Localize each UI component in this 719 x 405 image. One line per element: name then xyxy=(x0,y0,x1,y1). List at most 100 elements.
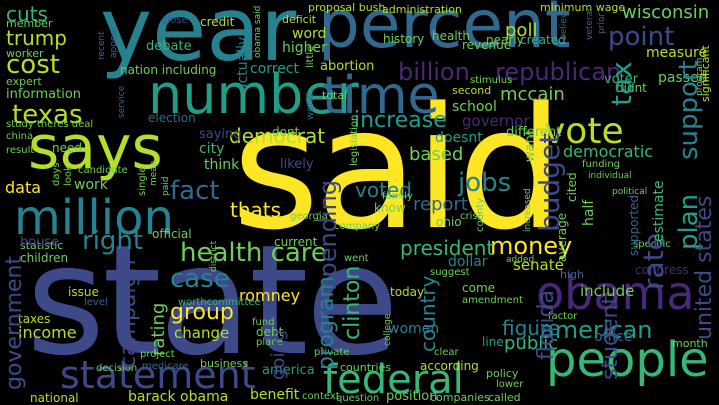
word-place: place xyxy=(256,337,283,348)
word-obama-said: obama said xyxy=(253,5,263,58)
word-look: look xyxy=(63,165,74,186)
word-college: college xyxy=(383,313,393,346)
word-voter: voter xyxy=(604,72,639,87)
word-issue: issue xyxy=(68,285,99,299)
word-worthcommittee: worthcommittee xyxy=(178,297,261,308)
word-billion: billion xyxy=(398,58,470,86)
word-saying: saying xyxy=(199,127,242,142)
word-poll: poll xyxy=(505,20,538,41)
word-figure: figure xyxy=(502,316,561,340)
word-medicare: medicare xyxy=(142,361,189,372)
word-public: public xyxy=(504,333,559,354)
word-dollar: dollar xyxy=(448,254,488,270)
word-election: election xyxy=(148,111,196,125)
word-children: children xyxy=(20,251,69,265)
word-average: average xyxy=(555,212,569,262)
word-president: president xyxy=(400,236,495,260)
word-district: district xyxy=(209,240,219,272)
word-supported: supported xyxy=(627,194,641,256)
word-added: added xyxy=(506,255,535,265)
word-vote: vote xyxy=(544,111,624,152)
word-rating: rating xyxy=(148,302,169,356)
word-money: money xyxy=(490,232,573,260)
word-created: created xyxy=(520,33,566,47)
word-benefit: benefit xyxy=(250,387,300,403)
word-house: house xyxy=(20,235,60,250)
word-statistic: statistic xyxy=(20,239,64,252)
word-second: second xyxy=(452,84,492,97)
word-today: today xyxy=(390,285,425,299)
word-private: private xyxy=(314,347,350,358)
word-service: service xyxy=(117,85,127,118)
word-debate: debate xyxy=(146,39,192,54)
word-company: company xyxy=(334,221,381,232)
word-program-small: program xyxy=(695,57,705,96)
word-different: different xyxy=(506,125,562,140)
word-going: going xyxy=(268,329,289,380)
word-cited: cited xyxy=(565,172,579,202)
word-mean: mean xyxy=(149,160,159,186)
word-know: know xyxy=(374,201,406,215)
word-statement: statement xyxy=(60,353,256,397)
word-government: government xyxy=(2,255,27,390)
word-result: result xyxy=(6,145,35,156)
word-nation-including: nation including xyxy=(120,63,217,77)
word-legislation: legislation xyxy=(349,114,360,166)
word-official: official xyxy=(152,227,192,241)
word-federal: federal xyxy=(323,357,464,403)
word-percent: percent xyxy=(318,0,571,63)
word-school: school xyxy=(452,99,497,115)
word-income: income xyxy=(18,323,77,342)
word-appear: appear xyxy=(109,26,119,58)
word-political: political xyxy=(612,187,648,197)
word-american: american xyxy=(540,316,653,344)
word-amendment: amendment xyxy=(462,295,523,306)
word-china: china xyxy=(6,131,34,142)
word-stimulus: stimulus xyxy=(470,75,513,86)
word-cuts: cuts xyxy=(6,2,48,26)
word-level: level xyxy=(84,297,108,308)
word-factor: factor xyxy=(548,311,578,322)
word-fact: fact xyxy=(170,176,220,206)
word-prior: prior xyxy=(597,12,607,34)
word-likely: likely xyxy=(280,157,314,172)
word-florida: florida xyxy=(534,290,559,360)
word-line: line xyxy=(482,335,504,349)
word-health: health xyxy=(432,29,470,43)
word-higher: higher xyxy=(282,40,327,56)
word-estimate: estimate xyxy=(651,180,667,242)
word-single: single xyxy=(137,166,148,196)
word-cost: cost xyxy=(6,50,60,80)
word-little: little xyxy=(305,45,316,68)
word-increased: increased xyxy=(523,188,533,232)
word-paid: paid xyxy=(161,176,171,196)
word-city: city xyxy=(199,141,225,157)
word-clinton: clinton xyxy=(340,265,365,340)
word-come: come xyxy=(462,281,496,295)
word-mccain: mccain xyxy=(500,84,565,105)
word-called: called xyxy=(488,391,521,404)
word-went: went xyxy=(344,253,369,264)
word-dont: dont xyxy=(272,125,300,139)
word-close: close xyxy=(162,15,188,26)
word-campaign: campaign xyxy=(116,259,141,368)
word-suggest: suggest xyxy=(430,267,470,278)
word-policy: policy xyxy=(486,367,519,380)
word-debt: debt xyxy=(256,325,284,339)
word-spending: spending xyxy=(314,179,342,290)
word-funding: funding xyxy=(582,159,621,170)
word-study-theres-deal: study theres deal xyxy=(6,119,94,130)
word-democratic: democratic xyxy=(563,142,654,161)
word-current: current xyxy=(274,235,318,249)
word-romney: romney xyxy=(239,286,301,305)
word-didnt: didnt xyxy=(616,81,647,95)
word-point: point xyxy=(608,22,675,52)
word-proposal-bush: proposal bush xyxy=(308,1,386,14)
word-include: include xyxy=(580,282,635,300)
word-barack-obama: barack obama xyxy=(128,389,229,405)
word-million: million xyxy=(14,190,174,246)
word-time: time xyxy=(322,66,440,126)
word-number: number xyxy=(148,63,359,126)
word-said: said xyxy=(232,71,564,267)
